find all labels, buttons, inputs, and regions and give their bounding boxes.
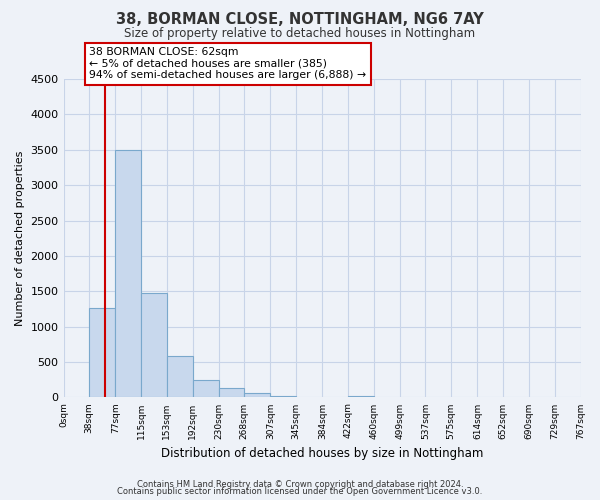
Text: 38 BORMAN CLOSE: 62sqm
← 5% of detached houses are smaller (385)
94% of semi-det: 38 BORMAN CLOSE: 62sqm ← 5% of detached … xyxy=(89,47,366,80)
X-axis label: Distribution of detached houses by size in Nottingham: Distribution of detached houses by size … xyxy=(161,447,483,460)
Bar xyxy=(89,308,115,398)
Bar xyxy=(348,396,374,398)
Text: 38, BORMAN CLOSE, NOTTINGHAM, NG6 7AY: 38, BORMAN CLOSE, NOTTINGHAM, NG6 7AY xyxy=(116,12,484,28)
Bar xyxy=(193,380,218,398)
Bar xyxy=(167,356,193,398)
Text: Contains public sector information licensed under the Open Government Licence v3: Contains public sector information licen… xyxy=(118,487,482,496)
Bar xyxy=(218,388,244,398)
Bar xyxy=(271,396,296,398)
Text: Size of property relative to detached houses in Nottingham: Size of property relative to detached ho… xyxy=(124,28,476,40)
Y-axis label: Number of detached properties: Number of detached properties xyxy=(15,150,25,326)
Bar xyxy=(141,292,167,398)
Text: Contains HM Land Registry data © Crown copyright and database right 2024.: Contains HM Land Registry data © Crown c… xyxy=(137,480,463,489)
Bar xyxy=(244,393,271,398)
Bar xyxy=(115,150,141,398)
